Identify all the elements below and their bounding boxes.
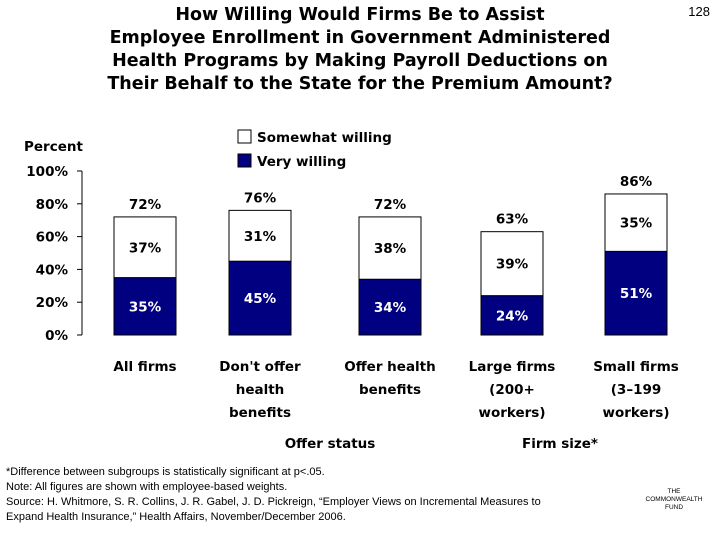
group-label-offer-status: Offer status <box>284 436 376 452</box>
title-line: Their Behalf to the State for the Premiu… <box>107 74 613 94</box>
x-category-label: benefits <box>229 405 291 421</box>
bar-somewhat-willing <box>604 193 668 252</box>
group-label-firm-size: Firm size* <box>521 436 598 452</box>
bar-very-willing <box>113 277 177 336</box>
x-category-label: health <box>236 382 285 398</box>
commonwealth-fund-logo: THE COMMONWEALTH FUND <box>636 478 712 522</box>
title-line: Employee Enrollment in Government Admini… <box>109 28 611 48</box>
logo-line: FUND <box>664 504 684 511</box>
logo-line: THE <box>667 488 681 495</box>
title-line: Health Programs by Making Payroll Deduct… <box>112 51 608 71</box>
y-tick-label: 20% <box>36 295 69 311</box>
y-tick-label: 60% <box>36 230 69 246</box>
x-category-label: Large firms <box>469 359 556 375</box>
x-category-label: Offer health <box>344 359 436 375</box>
y-tick-label: 80% <box>36 197 69 213</box>
x-category-label: workers) <box>478 405 545 421</box>
data-label-total: 76% <box>244 190 277 206</box>
bar-somewhat-willing <box>228 209 292 262</box>
legend-label: Very willing <box>257 154 346 170</box>
x-category-label: Small firms <box>593 359 679 375</box>
footnote-source-cont: Expand Health Insurance,” Health Affairs… <box>6 511 346 523</box>
legend-swatch <box>237 129 252 144</box>
bar-very-willing <box>604 250 668 336</box>
x-category-label: Don't offer <box>219 359 301 375</box>
bar-somewhat-willing <box>113 216 177 279</box>
data-label-total: 72% <box>374 197 407 213</box>
slide-number: 128 <box>688 4 710 19</box>
bar-somewhat-willing <box>358 216 422 280</box>
logo-line: COMMONWEALTH <box>645 496 703 503</box>
data-label-somewhat-willing: 39% <box>496 257 529 273</box>
data-label-very-willing: 24% <box>496 308 529 324</box>
legend-swatch <box>237 153 252 168</box>
y-tick-label: 0% <box>45 328 68 344</box>
data-label-total: 63% <box>496 212 529 228</box>
data-label-total: 86% <box>620 174 653 190</box>
x-category-label: benefits <box>359 382 421 398</box>
bar-very-willing <box>228 260 292 336</box>
data-label-very-willing: 51% <box>620 286 653 302</box>
title-line: How Willing Would Firms Be to Assist <box>175 5 545 25</box>
x-category-label: (3–199 <box>611 382 662 398</box>
data-label-very-willing: 45% <box>244 291 277 307</box>
y-axis-label: Percent <box>24 139 83 155</box>
data-label-very-willing: 34% <box>374 300 407 316</box>
data-label-somewhat-willing: 38% <box>374 241 407 257</box>
x-category-label: workers) <box>602 405 669 421</box>
footnotes: *Difference between subgroups is statist… <box>6 465 616 525</box>
x-category-label: All firms <box>113 359 176 375</box>
x-category-label: (200+ <box>489 382 535 398</box>
data-label-somewhat-willing: 35% <box>620 216 653 232</box>
chart-title: How Willing Would Firms Be to Assist Emp… <box>60 4 660 96</box>
y-tick-label: 100% <box>26 164 68 180</box>
y-tick-label: 40% <box>36 262 69 278</box>
data-label-total: 72% <box>129 197 162 213</box>
footnote-note: Note: All figures are shown with employe… <box>6 481 288 493</box>
legend-label: Somewhat willing <box>257 130 392 146</box>
footnote-significance: *Difference between subgroups is statist… <box>6 466 325 478</box>
data-label-somewhat-willing: 31% <box>244 229 277 245</box>
bar-somewhat-willing <box>480 231 544 297</box>
data-label-very-willing: 35% <box>129 299 162 315</box>
data-label-somewhat-willing: 37% <box>129 240 162 256</box>
footnote-source: Source: H. Whitmore, S. R. Collins, J. R… <box>6 496 541 508</box>
